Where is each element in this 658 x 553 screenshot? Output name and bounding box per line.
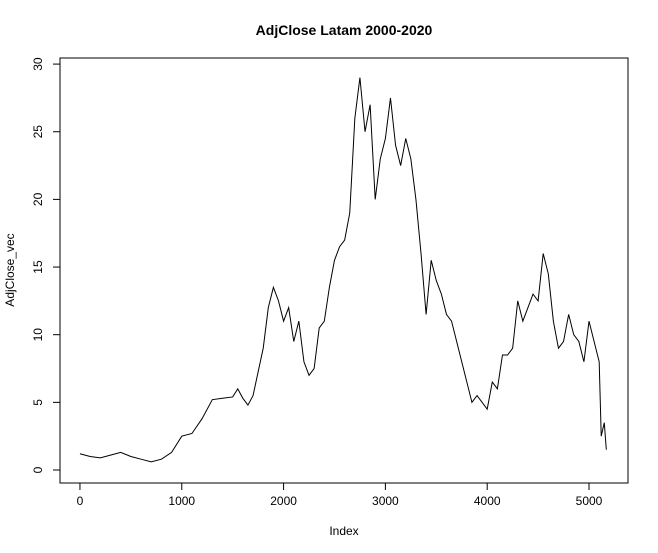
y-tick-label: 20 [31,192,45,206]
line-series [79,77,607,463]
x-tick-label: 3000 [372,494,399,508]
y-axis-label: AdjClose_vec [3,233,17,306]
x-tick-label: 2000 [270,494,297,508]
y-tick-label: 0 [31,466,45,473]
y-tick-label: 5 [31,399,45,406]
x-tick-label: 1000 [168,494,195,508]
x-tick-label: 0 [77,494,84,508]
y-tick-label: 30 [31,57,45,71]
chart-title: AdjClose Latam 2000-2020 [256,22,433,38]
plot-box [59,57,629,484]
y-tick-label: 10 [31,328,45,342]
x-axis-label: Index [329,524,358,538]
y-tick-label: 25 [31,125,45,139]
y-tick-label: 15 [31,260,45,274]
x-tick-label: 4000 [474,494,501,508]
x-tick-label: 5000 [576,494,603,508]
